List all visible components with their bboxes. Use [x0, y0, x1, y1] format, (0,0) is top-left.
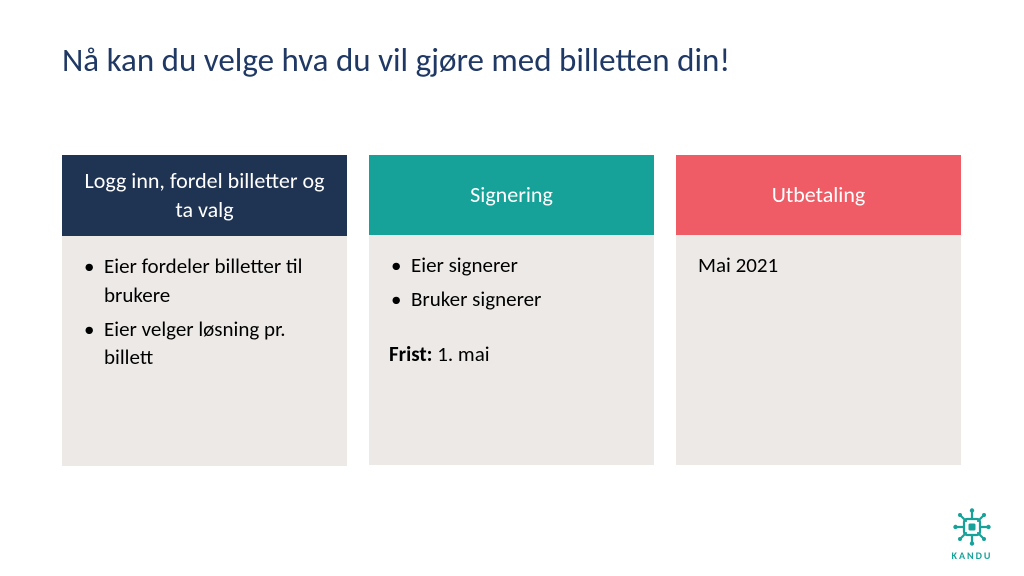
- card-payout: Utbetaling Mai 2021: [676, 155, 961, 466]
- card-login: Logg inn, fordel billetter og ta valg Ei…: [62, 155, 347, 466]
- kandu-logo-icon: [950, 507, 994, 547]
- deadline-value: 1. mai: [432, 341, 489, 367]
- list-item: Eier velger løsning pr. billett: [82, 315, 327, 372]
- card-signing-header: Signering: [369, 155, 654, 235]
- deadline: Frist: 1. mai: [389, 340, 634, 368]
- payout-text: Mai 2021: [696, 251, 941, 279]
- card-payout-header: Utbetaling: [676, 155, 961, 235]
- list-item: Eier signerer: [389, 251, 634, 279]
- kandu-logo-text: KANDU: [942, 549, 1002, 562]
- page-title: Nå kan du velge hva du vil gjøre med bil…: [62, 40, 730, 80]
- list-item: Bruker signerer: [389, 285, 634, 313]
- card-signing: Signering Eier signerer Bruker signerer …: [369, 155, 654, 466]
- card-payout-body: Mai 2021: [676, 235, 961, 465]
- card-signing-body: Eier signerer Bruker signerer Frist: 1. …: [369, 235, 654, 465]
- deadline-label: Frist:: [389, 341, 432, 367]
- card-login-header: Logg inn, fordel billetter og ta valg: [62, 155, 347, 236]
- cards-row: Logg inn, fordel billetter og ta valg Ei…: [62, 155, 961, 466]
- card-login-body: Eier fordeler billetter til brukere Eier…: [62, 236, 347, 466]
- kandu-logo: KANDU: [942, 507, 1002, 562]
- list-item: Eier fordeler billetter til brukere: [82, 252, 327, 309]
